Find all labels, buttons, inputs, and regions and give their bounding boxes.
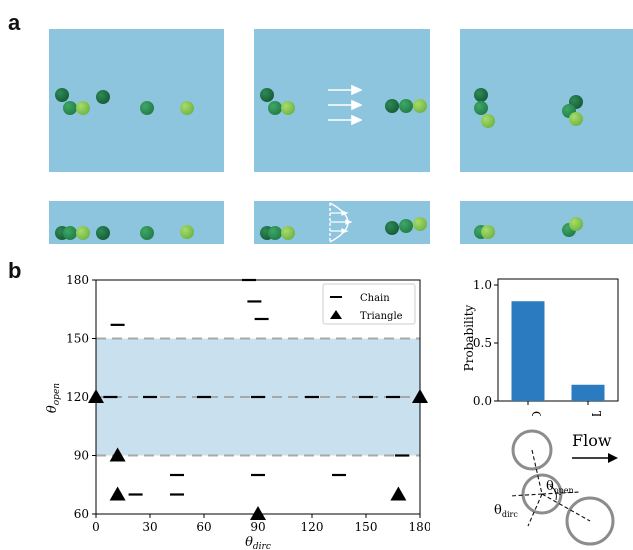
scatter-chart: 0 30 60 90 120 150 180 60 90 120 150 180 θopen θdir… [45, 273, 430, 550]
x-tick-label: 120 [301, 520, 324, 534]
legend-chain-label: Chain [360, 293, 390, 304]
sphere [96, 226, 110, 240]
bar-c [511, 301, 545, 401]
sphere [140, 226, 154, 240]
x-tick-label: 60 [196, 520, 211, 534]
legend-triangle-label: Triangle [360, 311, 403, 322]
x-tick-label: 150 [355, 520, 378, 534]
x-tick-label: T [589, 411, 603, 416]
y-tick-label: 0.0 [473, 394, 492, 408]
x-tick-label: 90 [250, 520, 265, 534]
theta-open-label: θopen [546, 479, 574, 495]
y-tick-label: 1.0 [473, 278, 492, 292]
bar-y-axis-label: Probability [462, 304, 476, 371]
sphere [281, 101, 295, 115]
sphere [76, 226, 90, 240]
sphere [268, 226, 282, 240]
sphere [474, 101, 488, 115]
y-tick-label: 0.5 [473, 336, 492, 350]
legend: Chain Triangle [322, 283, 416, 325]
x-tick-label: C [529, 411, 543, 416]
velocity-profile-icon [329, 202, 353, 243]
sphere [569, 217, 583, 231]
sphere [140, 101, 154, 115]
triangle-marker [390, 486, 407, 501]
sphere [385, 221, 399, 235]
x-tick-label: 30 [142, 520, 157, 534]
snapshot-top-3 [460, 29, 633, 172]
bar-t [571, 384, 605, 401]
sphere [268, 101, 282, 115]
snapshot-side-2 [254, 201, 430, 244]
sphere [413, 99, 427, 113]
x-tick-label: 0 [92, 520, 100, 534]
theta-dirc-label: θdirc [494, 503, 518, 519]
sphere [399, 219, 413, 233]
sphere [260, 88, 274, 102]
sphere-outline [521, 473, 563, 515]
triangle-marker [250, 506, 266, 520]
sphere [180, 225, 194, 239]
bar-chart: C T 0.0 0.5 1.0 Probability [462, 278, 619, 416]
panel-b-letter: b [8, 258, 22, 283]
triangle-marker [109, 447, 126, 462]
sphere [569, 112, 583, 126]
sphere [399, 99, 413, 113]
flow-label: Flow [572, 431, 612, 450]
y-tick-label: 90 [74, 449, 89, 463]
y-tick-label: 120 [66, 390, 89, 404]
y-tick-label: 60 [74, 507, 89, 521]
y-tick-label: 150 [66, 332, 89, 346]
snapshot-side-1 [49, 201, 224, 244]
triangle-marker [109, 486, 126, 501]
x-axis-label: θdirc [245, 535, 271, 550]
sphere-outline [565, 496, 615, 546]
snapshot-top-2 [254, 29, 430, 172]
sphere [481, 114, 495, 128]
y-axis-label: θopen [45, 383, 62, 413]
flow-arrows-icon [328, 84, 362, 126]
snapshot-side-3 [460, 201, 633, 244]
x-tick-label: 180 [409, 520, 430, 534]
sphere [481, 225, 495, 239]
legend-triangle-marker [330, 310, 342, 319]
sphere [385, 99, 399, 113]
sphere [55, 88, 69, 102]
sphere [474, 88, 488, 102]
sphere [63, 226, 77, 240]
sphere [96, 90, 110, 104]
sphere [413, 217, 427, 231]
sphere-outline [511, 429, 553, 471]
angle-schematic: Flow θopen θdirc [494, 429, 618, 546]
sphere [63, 101, 77, 115]
sphere [180, 101, 194, 115]
panel-a-letter: a [8, 10, 21, 35]
flow-arrowhead-icon [608, 453, 618, 463]
sphere [76, 101, 90, 115]
snapshot-top-1 [49, 29, 224, 172]
sphere [281, 226, 295, 240]
y-tick-label: 180 [66, 273, 89, 287]
